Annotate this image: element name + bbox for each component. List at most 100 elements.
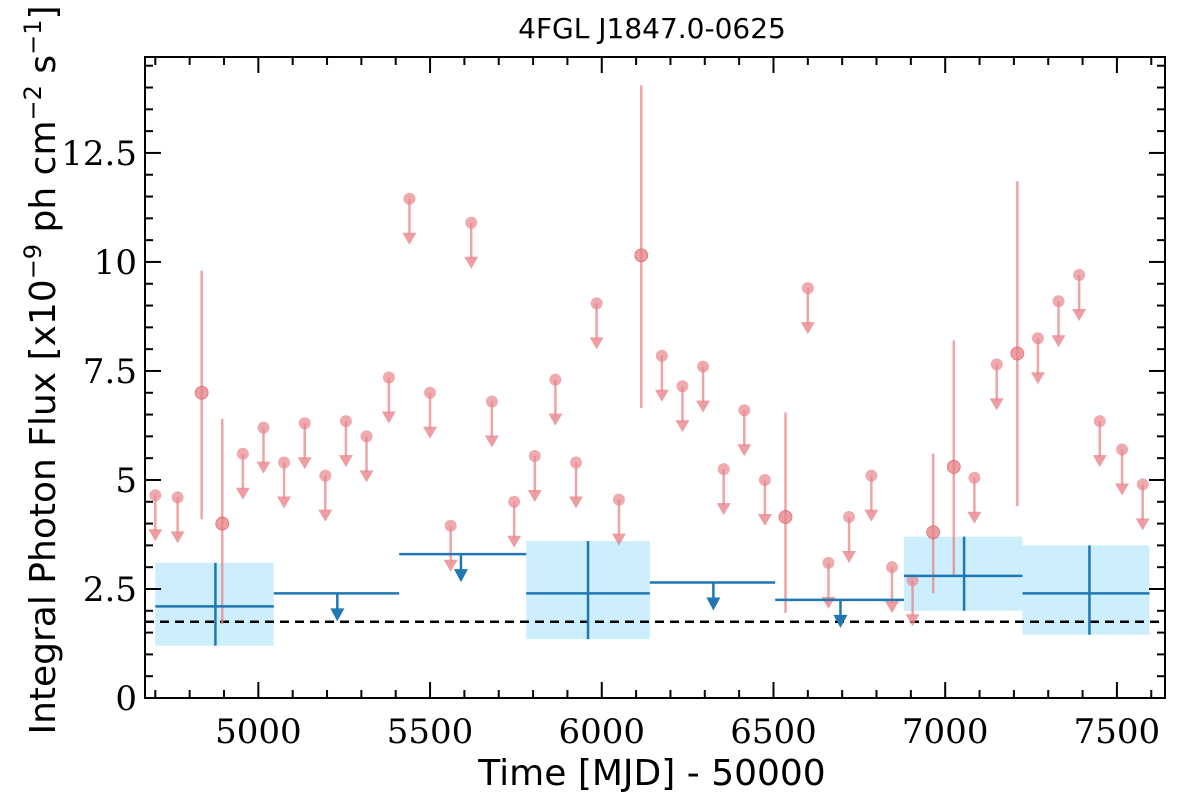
short-bin-upper-limit-arrow	[338, 455, 353, 468]
short-bin-upper-limit-point	[570, 456, 583, 469]
short-bin-upper-limit-arrow	[884, 601, 899, 614]
short-bin-upper-limit-point	[717, 463, 730, 476]
short-bin-upper-limit-arrow	[235, 487, 250, 500]
y-axis-label-main: Integral Photon Flux [x10	[23, 279, 64, 734]
short-bin-upper-limit-point	[382, 371, 395, 384]
short-bin-point	[215, 516, 230, 531]
short-bin-upper-limit-arrow	[675, 420, 690, 433]
short-bin-upper-limit-arrow	[402, 232, 417, 245]
short-bin-upper-limit-arrow	[757, 513, 772, 526]
short-bin-upper-limit-point	[1136, 478, 1149, 491]
short-bin-upper-limit-point	[444, 519, 457, 532]
short-bin-upper-limit-point	[278, 456, 291, 469]
short-bin-point	[946, 459, 961, 474]
y-tick-label: 2.5	[83, 570, 137, 610]
long-bin-upper-limit-arrow	[706, 597, 721, 611]
short-bin-upper-limit-point	[236, 447, 249, 460]
y-axis-label-exp1: −9	[19, 244, 47, 279]
short-bin-upper-limit-arrow	[484, 435, 499, 448]
short-bin-upper-limit-point	[298, 417, 311, 430]
y-axis-label-mid: ph cm	[23, 120, 64, 243]
short-bin-upper-limit-point	[549, 373, 562, 386]
y-tick-label: 12.5	[61, 134, 137, 174]
short-bin-upper-limit-arrow	[864, 509, 879, 522]
short-bin-upper-limit-arrow	[381, 411, 396, 424]
short-bin-upper-limit-point	[528, 449, 541, 462]
y-axis-label: Integral Photon Flux [x10−9 ph cm−2 s−1]	[19, 5, 64, 734]
short-bin-upper-limit-point	[485, 395, 498, 408]
short-bin-upper-limit-point	[676, 380, 689, 393]
short-bin-upper-limit-point	[843, 511, 856, 524]
short-bin-upper-limit-point	[257, 421, 270, 434]
short-bin-upper-limit-point	[319, 469, 332, 482]
short-bin-upper-limit-arrow	[696, 400, 711, 413]
short-bin-upper-limit-point	[149, 489, 162, 502]
short-bin-upper-limit-arrow	[1072, 309, 1087, 322]
short-bin-upper-limit-arrow	[443, 559, 458, 572]
y-axis-label-mid2: s	[23, 55, 64, 85]
short-bin-upper-limit-arrow	[423, 426, 438, 439]
y-tick-label: 10	[94, 243, 137, 283]
short-bin-upper-limit-point	[697, 360, 710, 373]
short-bin-upper-limit-arrow	[800, 322, 815, 335]
short-bin-point	[1010, 346, 1025, 361]
short-bin-upper-limit-point	[1052, 295, 1065, 308]
x-tick-label: 6000	[559, 712, 646, 752]
y-tick-label: 5	[115, 461, 137, 501]
x-tick-label: 6500	[730, 712, 817, 752]
short-bin-upper-limit-point	[885, 561, 898, 574]
short-bin-upper-limit-arrow	[905, 614, 920, 627]
plot-frame	[144, 56, 1166, 699]
short-bin-upper-limit-point	[424, 386, 437, 399]
long-bin-layer	[155, 536, 1150, 646]
long-bin-band	[1022, 545, 1150, 635]
short-bin-upper-limit-point	[1073, 269, 1086, 282]
short-bin-upper-limit-point	[801, 282, 814, 295]
short-bin-upper-limit-point	[1093, 415, 1106, 428]
short-bin-upper-limit-point	[865, 469, 878, 482]
short-bin-upper-limit-arrow	[507, 535, 522, 548]
short-bin-upper-limit-arrow	[1135, 518, 1150, 531]
y-tick-label: 0	[115, 679, 137, 719]
y-axis-label-exp3: −1	[19, 20, 47, 55]
short-bin-upper-limit-point	[360, 430, 373, 443]
short-bin-upper-limit-point	[738, 404, 751, 417]
short-bin-upper-limit-point	[655, 349, 668, 362]
short-bin-upper-limit-arrow	[716, 503, 731, 516]
short-bin-upper-limit-point	[906, 574, 919, 587]
x-tick-label: 5000	[215, 712, 302, 752]
short-bin-upper-limit-point	[465, 216, 478, 229]
short-bin-upper-limit-point	[1031, 332, 1044, 345]
short-bin-upper-limit-arrow	[1115, 483, 1130, 496]
short-bin-upper-limit-arrow	[318, 509, 333, 522]
x-axis-label: Time [MJD] - 50000	[477, 753, 825, 794]
short-bin-upper-limit-arrow	[148, 529, 163, 542]
short-bin-upper-limit-arrow	[967, 511, 982, 524]
short-bin-upper-limit-arrow	[589, 337, 604, 350]
short-bin-upper-limit-arrow	[256, 461, 271, 474]
short-bin-upper-limit-point	[612, 493, 625, 506]
short-bin-upper-limit-arrow	[359, 470, 374, 483]
short-bin-upper-limit-arrow	[464, 256, 479, 269]
long-bin-upper-limit-arrow	[453, 569, 468, 583]
y-axis-label-end: ]	[23, 5, 64, 19]
short-bin-upper-limit-arrow	[1051, 335, 1066, 348]
axes-layer: 5000 5500 6000 6500 7000 7500 0 2.5 5 7.5 10 12.5	[61, 56, 1166, 752]
short-bin-upper-limit-arrow	[527, 489, 542, 502]
x-tick-label: 7500	[1074, 712, 1161, 752]
short-bin-upper-limit-arrow	[170, 531, 185, 544]
short-bin-upper-limit-arrow	[654, 389, 669, 402]
short-bin-upper-limit-point	[403, 192, 416, 205]
short-bin-upper-limit-arrow	[1092, 455, 1107, 468]
short-bin-upper-limit-arrow	[611, 533, 626, 546]
short-bin-upper-limit-arrow	[842, 551, 857, 564]
short-bin-upper-limit-arrow	[1030, 372, 1045, 385]
chart-title: 4FGL J1847.0-0625	[518, 12, 786, 45]
short-bin-upper-limit-point	[171, 491, 184, 504]
short-bin-upper-limit-arrow	[277, 496, 292, 509]
x-tick-label: 7000	[902, 712, 989, 752]
short-bin-upper-limit-arrow	[569, 496, 584, 509]
short-bin-upper-limit-point	[758, 473, 771, 486]
short-bin-upper-limit-point	[339, 415, 352, 428]
short-bin-upper-limit-point	[508, 495, 521, 508]
